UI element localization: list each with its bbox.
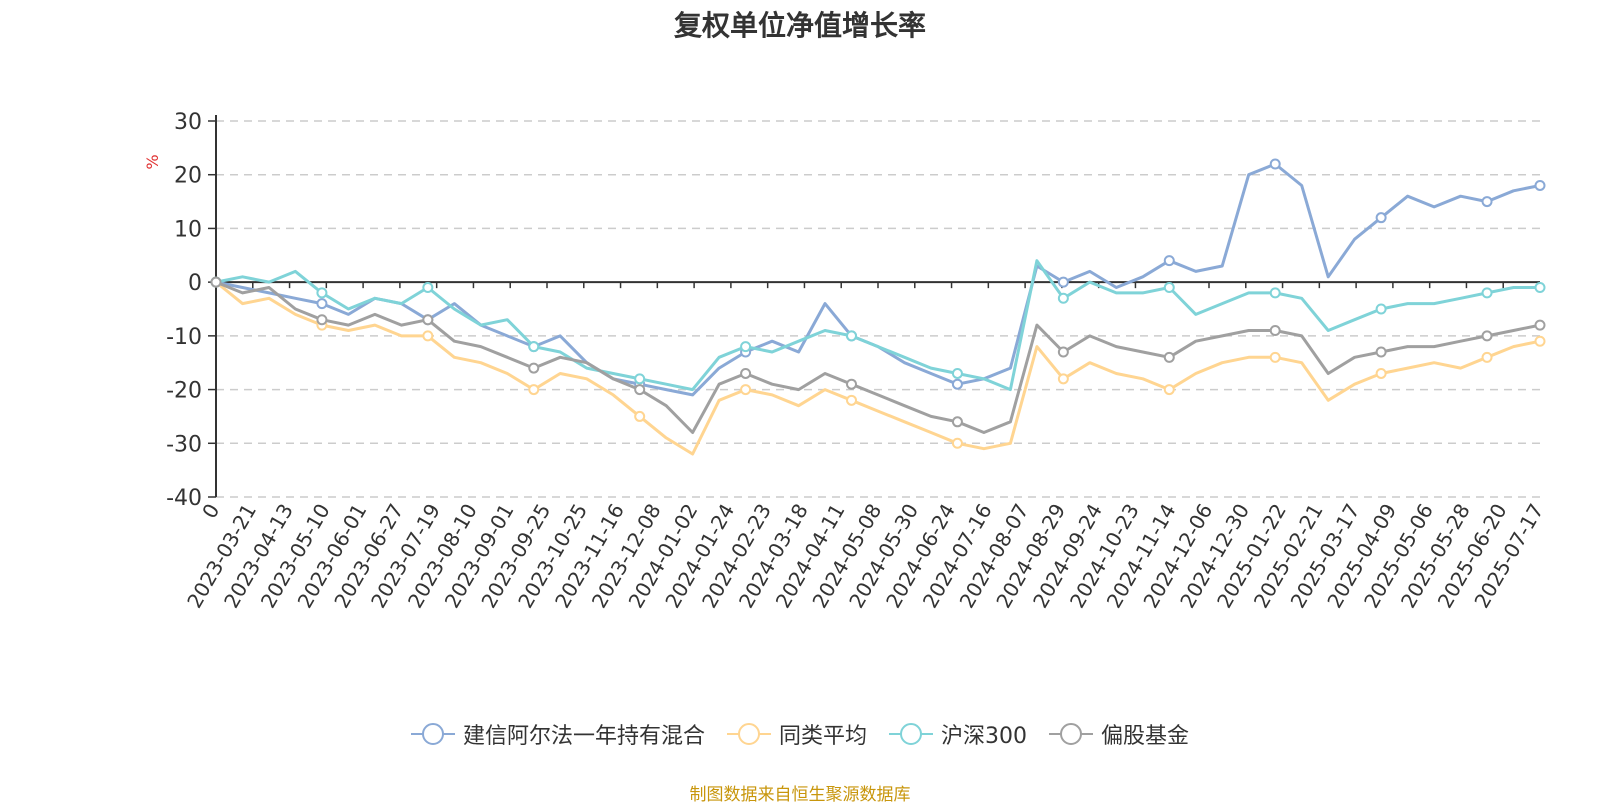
data-point <box>951 367 963 379</box>
legend-item[interactable]: 同类平均 <box>726 718 867 750</box>
data-point <box>1534 282 1546 294</box>
y-tick-label: 0 <box>188 271 202 296</box>
data-point <box>1057 276 1069 288</box>
data-point <box>846 394 858 406</box>
data-point <box>634 384 646 396</box>
legend-item[interactable]: 偏股基金 <box>1049 718 1189 750</box>
data-point <box>210 276 222 288</box>
data-point <box>422 314 434 326</box>
series-line <box>215 280 1541 434</box>
data-point <box>1057 346 1069 358</box>
data-point <box>1375 346 1387 358</box>
y-tick-label: -20 <box>166 379 202 404</box>
line-chart: 3020100-10-20-30-40%02023-03-212023-04-1… <box>143 110 1548 612</box>
data-point <box>740 384 752 396</box>
legend-label: 同类平均 <box>778 724 867 749</box>
y-tick-label: -10 <box>166 325 202 350</box>
y-tick-label: 20 <box>174 164 202 189</box>
data-point <box>1269 287 1281 299</box>
legend-label: 建信阿尔法一年持有混合 <box>462 724 705 749</box>
series-line <box>215 280 1541 456</box>
legend-label: 偏股基金 <box>1101 724 1190 749</box>
data-point <box>422 330 434 342</box>
legend-marker-icon <box>410 722 455 746</box>
legend-marker-icon <box>1049 722 1093 746</box>
data-point <box>1269 158 1281 170</box>
legend-label: 沪深300 <box>941 724 1027 749</box>
x-tick-label: 0 <box>197 500 224 523</box>
data-point <box>1481 351 1493 363</box>
data-point <box>951 437 963 449</box>
data-point <box>1481 330 1493 342</box>
legend-item[interactable]: 沪深300 <box>889 718 1027 750</box>
chart-title: 复权单位净值增长率 <box>673 9 926 42</box>
y-tick-label: -40 <box>166 486 202 511</box>
data-point <box>846 378 858 390</box>
data-point <box>1057 373 1069 385</box>
data-point <box>1534 319 1546 331</box>
data-point <box>422 282 434 294</box>
legend: 建信阿尔法一年持有混合 同类平均 沪深300 偏股基金 <box>0 718 1600 750</box>
data-point <box>316 298 328 310</box>
data-point <box>1375 303 1387 315</box>
data-point <box>951 416 963 428</box>
series-line <box>215 162 1541 397</box>
data-point <box>1534 179 1546 191</box>
y-tick-label: 10 <box>174 217 202 242</box>
data-point <box>1269 324 1281 336</box>
data-point <box>1057 292 1069 304</box>
data-point <box>1269 351 1281 363</box>
y-tick-label: 30 <box>174 110 202 135</box>
data-point <box>1163 351 1175 363</box>
data-point <box>316 287 328 299</box>
data-point <box>740 367 752 379</box>
data-point <box>1481 196 1493 208</box>
data-point <box>951 378 963 390</box>
data-point <box>846 330 858 342</box>
legend-marker-icon <box>726 722 771 746</box>
data-point <box>1481 287 1493 299</box>
data-point <box>316 314 328 326</box>
data-point <box>1375 367 1387 379</box>
data-point <box>528 384 540 396</box>
data-point <box>634 410 646 422</box>
series-line <box>215 259 1540 392</box>
legend-item[interactable]: 建信阿尔法一年持有混合 <box>410 718 705 750</box>
y-tick-label: -30 <box>166 432 202 457</box>
data-point <box>528 341 540 353</box>
data-point <box>1163 255 1175 267</box>
legend-marker-icon <box>889 722 933 746</box>
data-point <box>1163 282 1175 294</box>
data-point <box>1375 212 1387 224</box>
data-point <box>528 362 540 374</box>
data-point <box>740 341 752 353</box>
source-note: 制图数据来自恒生聚源数据库 <box>689 785 911 805</box>
data-point <box>634 373 646 385</box>
data-point <box>1163 384 1175 396</box>
data-point <box>1534 335 1546 347</box>
y-axis-label: % <box>143 154 162 169</box>
